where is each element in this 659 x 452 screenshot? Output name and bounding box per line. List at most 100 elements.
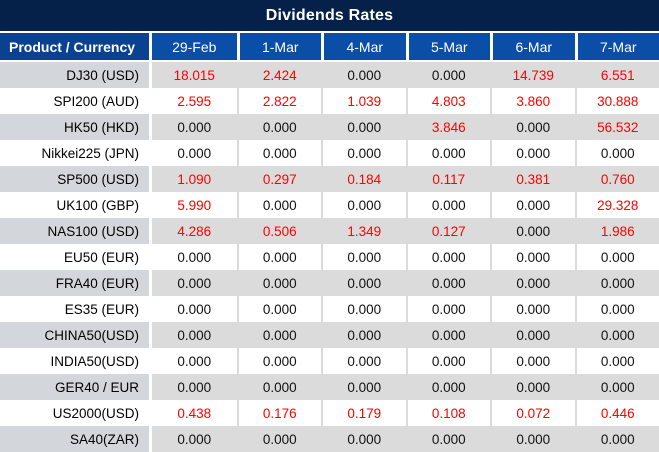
product-cell: HK50 (HKD) xyxy=(0,114,152,140)
value-cell: 0.000 xyxy=(574,244,659,270)
value-cell: 0.000 xyxy=(177,301,212,317)
column-header-date: 1-Mar xyxy=(236,33,321,60)
value-cell: 0.000 xyxy=(490,140,575,166)
value-cell: 0.000 xyxy=(236,140,322,166)
value-cell: 0.000 xyxy=(321,244,406,270)
value-cell: 0.000 xyxy=(405,192,491,218)
table-row: Nikkei225 (JPN) 0.000 0.000 0.000 0.000 0.000… xyxy=(0,140,659,166)
value-cell: 0.179 xyxy=(321,400,406,426)
value-cell: 0.000 xyxy=(490,374,575,400)
value-cell: 0.000 xyxy=(574,322,659,348)
value-cell: 56.532 xyxy=(574,114,659,140)
value-cell: 0.000 xyxy=(405,348,491,374)
value-cell: 0.000 xyxy=(321,374,406,400)
value-cell: 0.000 xyxy=(236,296,322,322)
value-cell: 0.000 xyxy=(236,192,322,218)
value-cell: 0.000 xyxy=(236,244,322,270)
value-cell: 0.000 xyxy=(152,270,237,296)
column-header-date: 29-Feb xyxy=(152,33,237,60)
table-row: GER40 / EUR 0.000 0.000 0.000 0.000 0.000 0.00… xyxy=(0,374,659,400)
value-cell: 0.446 xyxy=(574,400,659,426)
value-cell: 0.072 xyxy=(490,400,575,426)
value-cell: 0.000 xyxy=(405,296,491,322)
value-cell: 0.381 xyxy=(490,166,575,192)
product-cell: NAS100 (USD) xyxy=(0,218,152,244)
header-row: Product / Currency 29-Feb 1-Mar 4-Mar 5-Mar… xyxy=(0,33,659,60)
product-cell: GER40 / EUR xyxy=(0,374,152,400)
value-cell: 2.424 xyxy=(236,62,321,88)
column-header-product: Product / Currency xyxy=(0,33,152,60)
value-cell: 0.000 xyxy=(490,270,575,296)
value-cell: 0.000 xyxy=(405,140,491,166)
table-row: NAS100 (USD) 4.286 0.506 1.349 0.127 0.000 1.9… xyxy=(0,218,659,244)
table-row: DJ30 (USD) 18.015 2.424 0.000 0.000 14.739 6.5… xyxy=(0,62,659,88)
table-row: INDIA50(USD) 0.000 0.000 0.000 0.000 0.000 0.0… xyxy=(0,348,659,374)
value-cell: 0.000 xyxy=(321,270,406,296)
value-cell: 0.000 xyxy=(574,270,659,296)
value-cell: 1.986 xyxy=(574,218,659,244)
value-cell: 0.000 xyxy=(321,348,406,374)
value-cell: 0.117 xyxy=(405,166,490,192)
value-cell: 2.822 xyxy=(236,88,322,114)
product-cell: CHINA50(USD) xyxy=(0,322,152,348)
product-cell: UK100 (GBP) xyxy=(0,192,152,218)
product-cell: INDIA50(USD) xyxy=(0,348,152,374)
value-cell: 0.000 xyxy=(177,145,212,161)
value-cell: 0.000 xyxy=(574,140,659,166)
value-cell: 0.000 xyxy=(152,374,237,400)
table-row: FRA40 (EUR) 0.000 0.000 0.000 0.000 0.000 0.00… xyxy=(0,270,659,296)
value-cell: 0.000 xyxy=(405,322,490,348)
value-cell: 0.000 xyxy=(152,426,237,452)
value-cell: 0.000 xyxy=(321,322,406,348)
value-cell: 0.000 xyxy=(177,249,212,265)
value-cell: 0.000 xyxy=(152,322,237,348)
value-cell: 0.000 xyxy=(574,348,659,374)
table-row: US2000(USD) 0.438 0.176 0.179 0.108 0.072 0.44… xyxy=(0,400,659,426)
table-row: EU50 (EUR) 0.000 0.000 0.000 0.000 0.000 0.000 xyxy=(0,244,659,270)
product-cell: FRA40 (EUR) xyxy=(0,270,152,296)
value-cell: 0.000 xyxy=(177,353,212,369)
value-cell: 0.000 xyxy=(321,426,406,452)
value-cell: 0.000 xyxy=(405,244,491,270)
value-cell: 0.000 xyxy=(321,62,406,88)
value-cell: 0.000 xyxy=(321,192,406,218)
table-row: CHINA50(USD) 0.000 0.000 0.000 0.000 0.000 0.0… xyxy=(0,322,659,348)
value-cell: 0.000 xyxy=(405,270,490,296)
value-cell: 0.127 xyxy=(405,218,490,244)
value-cell: 30.888 xyxy=(574,88,659,114)
value-cell: 0.000 xyxy=(236,426,321,452)
value-cell: 0.108 xyxy=(405,400,491,426)
value-cell: 0.000 xyxy=(321,114,406,140)
table-row: SA40(ZAR) 0.000 0.000 0.000 0.000 0.000 0.000 xyxy=(0,426,659,452)
value-cell: 0.000 xyxy=(490,348,575,374)
value-cell: 18.015 xyxy=(152,62,237,88)
value-cell: 0.000 xyxy=(236,114,321,140)
table-row: HK50 (HKD) 0.000 0.000 0.000 3.846 0.000 56.53… xyxy=(0,114,659,140)
value-cell: 29.328 xyxy=(574,192,659,218)
value-cell: 0.438 xyxy=(177,405,212,421)
value-cell: 0.000 xyxy=(405,62,490,88)
value-cell: 1.039 xyxy=(321,88,406,114)
column-header-date: 7-Mar xyxy=(574,33,659,60)
value-cell: 0.000 xyxy=(152,114,237,140)
value-cell: 0.000 xyxy=(490,192,575,218)
product-cell: SP500 (USD) xyxy=(0,166,152,192)
value-cell: 2.595 xyxy=(177,93,212,109)
value-cell: 0.000 xyxy=(574,296,659,322)
value-cell: 0.000 xyxy=(490,322,575,348)
value-cell: 0.000 xyxy=(574,426,659,452)
product-cell: Nikkei225 (JPN) xyxy=(0,140,152,166)
value-cell: 0.000 xyxy=(490,218,575,244)
table-row: UK100 (GBP) 5.990 0.000 0.000 0.000 0.000 29.3… xyxy=(0,192,659,218)
value-cell: 0.000 xyxy=(405,374,490,400)
value-cell: 0.000 xyxy=(574,374,659,400)
product-cell: ES35 (EUR) xyxy=(0,296,152,322)
column-header-date: 4-Mar xyxy=(321,33,406,60)
column-header-date: 5-Mar xyxy=(405,33,490,60)
value-cell: 0.000 xyxy=(490,244,575,270)
value-cell: 0.176 xyxy=(236,400,322,426)
value-cell: 4.286 xyxy=(152,218,237,244)
value-cell: 3.860 xyxy=(490,88,575,114)
title-bar: Dividends Rates xyxy=(0,0,659,31)
